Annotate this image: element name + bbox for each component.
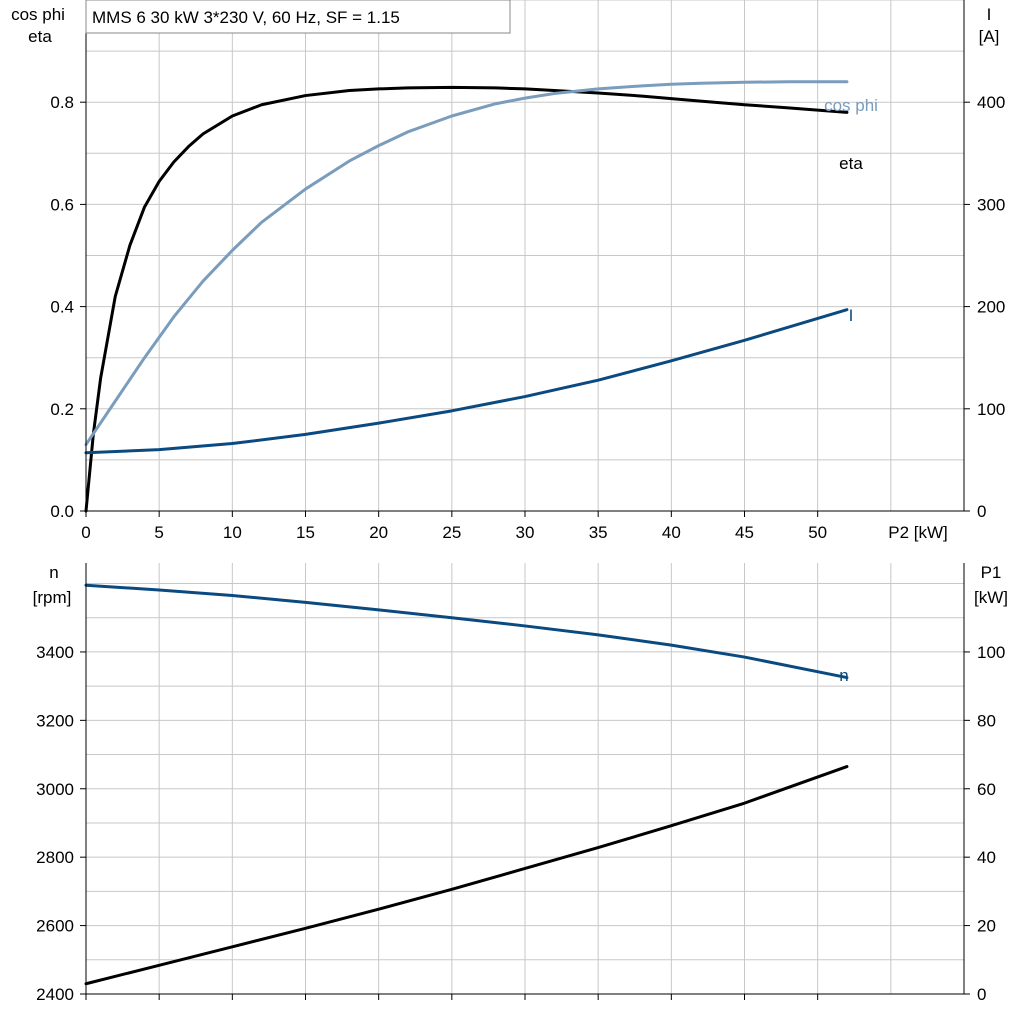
- speed-curve: [84, 583, 849, 680]
- top-left-tick-label: 0.2: [50, 400, 74, 419]
- bottom-plot-curves: [84, 583, 849, 986]
- top-x-tick-label: 20: [369, 523, 388, 542]
- top-right-tick-label: 0: [977, 502, 986, 521]
- chart-title: MMS 6 30 kW 3*230 V, 60 Hz, SF = 1.15: [92, 8, 400, 27]
- eta-curve-label: eta: [839, 154, 863, 173]
- top-left-axis-title-line2: eta: [28, 27, 52, 46]
- top-x-tick-label: 25: [442, 523, 461, 542]
- top-left-tick-label: 0.0: [50, 502, 74, 521]
- top-x-tick-label: 40: [662, 523, 681, 542]
- top-x-axis-title: P2 [kW]: [888, 523, 948, 542]
- top-x-tick-label: 15: [296, 523, 315, 542]
- top-left-axis-title-line1: cos phi: [11, 5, 65, 24]
- bottom-left-tick-label: 2400: [36, 985, 74, 1004]
- top-right-tick-label: 200: [977, 298, 1005, 317]
- top-plot-grid: [86, 0, 964, 511]
- top-x-tick-label: 10: [223, 523, 242, 542]
- top-plot-axes: 0.0 0.2 0.4 0.6 0.8 0 100 200 300 400 0 5 10 15 20 25 30…: [50, 0, 1005, 542]
- chart-title-box: [85, 0, 511, 34]
- bottom-right-axis-title-line1: P1: [981, 563, 1002, 582]
- current-curve-label: I: [849, 306, 854, 325]
- bottom-right-tick-label: 100: [977, 643, 1005, 662]
- bottom-left-tick-label: 2600: [36, 917, 74, 936]
- cos-phi-curve-label: cos phi: [824, 96, 878, 115]
- top-x-tick-label: 35: [589, 523, 608, 542]
- top-x-tick-label: 45: [735, 523, 754, 542]
- bottom-right-tick-label: 0: [977, 985, 986, 1004]
- current-curve: [84, 308, 849, 455]
- top-right-axis-title-line2: [A]: [979, 27, 1000, 46]
- top-plot-curves: [84, 80, 849, 513]
- bottom-left-tick-label: 3200: [36, 711, 74, 730]
- p1-curve: [84, 765, 849, 986]
- bottom-right-tick-label: 40: [977, 848, 996, 867]
- top-right-tick-label: 400: [977, 93, 1005, 112]
- speed-curve-label: n: [839, 666, 848, 685]
- top-left-tick-label: 0.6: [50, 195, 74, 214]
- top-x-tick-label: 0: [81, 523, 90, 542]
- bottom-left-tick-label: 3400: [36, 643, 74, 662]
- top-right-axis-title-line1: I: [987, 5, 992, 24]
- bottom-plot-grid: [86, 563, 964, 994]
- bottom-left-tick-label: 2800: [36, 848, 74, 867]
- bottom-right-axis-title-line2: [kW]: [974, 588, 1008, 607]
- bottom-plot-axes: 2400 2600 2800 3000 3200 3400 0 20 40 60 80 100: [36, 563, 1005, 1004]
- top-x-tick-label: 5: [154, 523, 163, 542]
- bottom-right-tick-label: 20: [977, 917, 996, 936]
- top-x-tick-label: 50: [808, 523, 827, 542]
- top-left-tick-label: 0.4: [50, 298, 74, 317]
- bottom-left-tick-label: 3000: [36, 780, 74, 799]
- top-right-tick-label: 100: [977, 400, 1005, 419]
- top-left-tick-label: 0.8: [50, 93, 74, 112]
- eta-curve: [84, 85, 849, 513]
- bottom-left-axis-title-line2: [rpm]: [33, 588, 72, 607]
- cos-phi-curve: [84, 80, 849, 447]
- top-x-tick-label: 30: [516, 523, 535, 542]
- bottom-left-axis-title-line1: n: [49, 563, 58, 582]
- bottom-right-tick-label: 80: [977, 711, 996, 730]
- bottom-right-tick-label: 60: [977, 780, 996, 799]
- top-right-tick-label: 300: [977, 195, 1005, 214]
